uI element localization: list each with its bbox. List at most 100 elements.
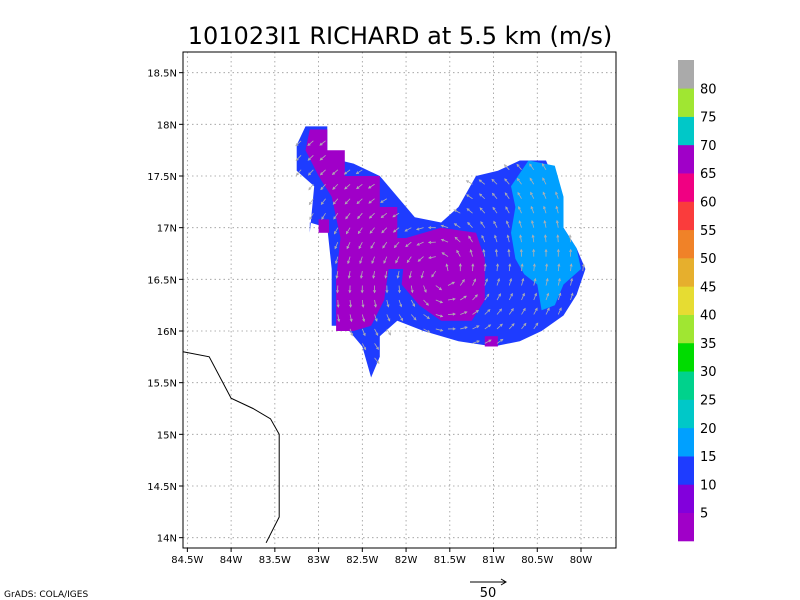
wind-vector [307,155,314,161]
colorbar-swatch [678,258,694,287]
y-tick-label: 16N [157,327,177,338]
wind-vector [345,227,351,235]
x-tick-label: 84.5W [171,555,203,566]
wind-vector [307,169,314,176]
wind-vector [484,293,490,301]
wind-vector [347,270,351,279]
wind-vector [543,205,547,214]
region-purple-north-arm [305,129,411,331]
wind-vector [529,177,535,185]
wind-vector [345,212,351,220]
wind-vector [533,307,538,315]
wind-vector [358,241,363,250]
wind-vector [447,281,456,286]
wind-vector [557,277,561,286]
wind-vector [516,163,522,171]
colorbar-swatch [678,427,694,457]
wind-vector [344,183,351,190]
wind-vector [458,263,462,272]
wind-vector [518,220,522,228]
x-axis-ticks: 84.5W 84W 83.5W 83W 82.5W 82W 81.5W 81W 80.5W 80W [171,548,592,566]
wind-vector [405,241,412,248]
wind-vector [392,227,400,233]
colorbar-label: 80 [700,82,717,97]
wind-vector [521,277,525,286]
x-tick-label: 80.5W [521,555,553,566]
wind-vector [503,164,510,171]
wind-vector [295,155,302,162]
wind-vector [504,178,510,185]
wind-vector [445,263,449,272]
x-tick-label: 83.5W [259,555,291,566]
wind-vector [416,241,424,246]
colorbar-swatch [678,371,694,400]
wind-vector [295,169,302,176]
wind-vector [471,263,475,272]
wind-vector [380,198,388,203]
wind-vector [406,256,412,264]
wind-vector [465,180,473,185]
region-light-blue-east [511,160,581,311]
wind-vector [435,285,443,291]
x-tick-label: 81W [482,555,505,566]
wind-vector [374,343,379,350]
wind-vector [521,322,527,330]
x-tick-label: 81.5W [434,555,466,566]
wind-vectors [295,140,585,365]
wind-vector [374,328,379,336]
wind-vector [521,307,526,315]
wind-vector [355,169,363,175]
wind-vector [346,241,351,250]
wind-vector [357,227,363,235]
wind-vector [504,192,510,199]
colorbar-swatch [678,286,694,315]
wind-vector [448,312,456,316]
colorbar-label: 25 [700,394,717,409]
wind-vector [435,314,444,318]
wind-vector [373,299,377,308]
wind-vector [356,183,363,190]
colorbar-label: 10 [700,478,717,493]
wind-vector [456,249,461,257]
wind-vector [533,292,537,301]
y-tick-label: 17.5N [147,172,177,183]
wind-vector [448,327,456,331]
wind-vector [410,299,416,307]
coastline-path [183,351,280,544]
wind-vector [555,205,559,214]
colorbar-label: 20 [700,422,717,437]
wind-vector [505,206,510,214]
wind-vector [508,277,513,286]
wind-vector [496,323,503,330]
wind-vector [556,248,560,257]
wind-vector [533,277,537,286]
wind-vector [359,270,363,279]
wind-vector [423,285,427,293]
colorbar-label: 30 [700,365,717,380]
wind-vector [542,191,547,199]
colorbar-swatch [678,342,694,372]
wind-vector [519,234,523,243]
colorbar-swatch [678,399,694,429]
wind-vector [427,226,436,230]
y-tick-label: 15.5N [147,379,177,390]
wind-vector [398,314,404,322]
wind-vector [410,285,414,294]
wind-vector [478,179,486,185]
wind-vector [372,270,376,279]
wind-vector [398,299,403,308]
wind-vector [569,263,573,272]
wind-vector [435,299,444,304]
wind-vector [427,240,436,244]
wind-vector [467,221,473,228]
colorbar-label: 55 [700,224,717,239]
wind-vector [356,198,363,205]
wind-vector [447,297,456,301]
wind-vector [307,140,314,146]
wind-vector [472,309,480,315]
colorbar-label: 60 [700,195,717,210]
wind-vector [484,278,488,286]
wind-vector [557,307,562,315]
wind-vector [545,277,549,286]
colorbar-swatch [678,229,694,259]
